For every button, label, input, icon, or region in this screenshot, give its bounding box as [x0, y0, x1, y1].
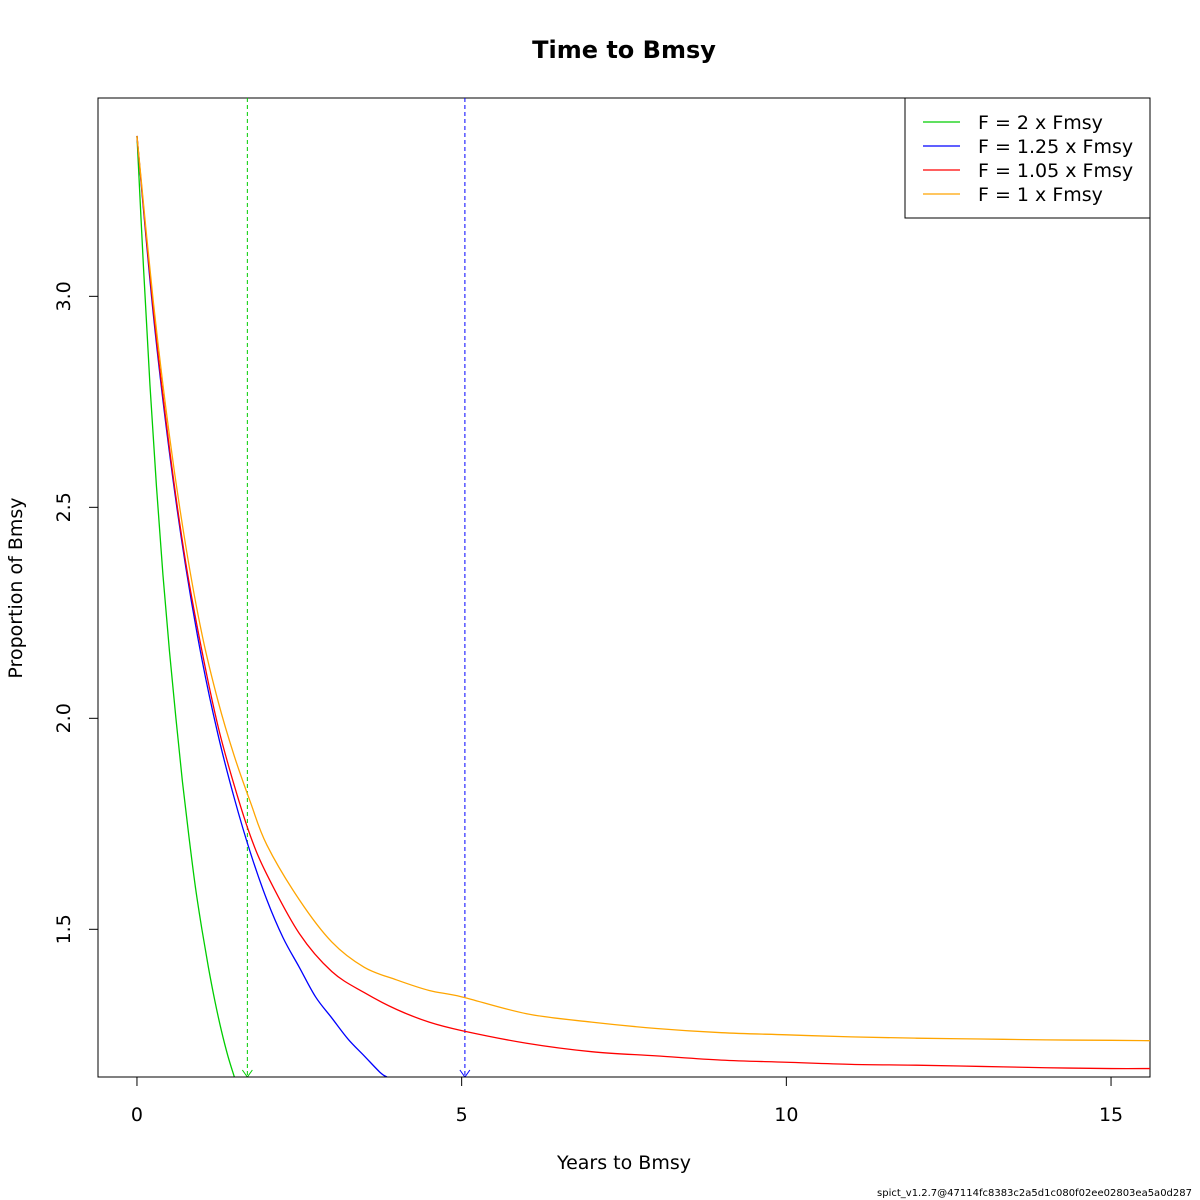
y-tick-label-2: 2.5: [53, 492, 75, 522]
series-line-1: [136, 135, 388, 1077]
y-axis: 1.5 2.0 2.5 3.0: [53, 281, 99, 944]
reference-arrow-1: [459, 1069, 471, 1077]
series-lines: [136, 135, 1150, 1077]
legend-label-1: F = 1.25 x Fmsy: [978, 136, 1133, 158]
y-tick-label-1: 2.0: [53, 703, 75, 733]
series-line-0: [136, 135, 235, 1077]
plot-frame: [97, 97, 1151, 1078]
x-axis: 0 5 10 15: [131, 1076, 1123, 1126]
y-tick-label-3: 3.0: [53, 281, 75, 311]
legend-label-2: F = 1.05 x Fmsy: [978, 160, 1133, 182]
legend-box: [904, 97, 1151, 219]
reference-arrow-0: [241, 1069, 253, 1077]
legend-label-0: F = 2 x Fmsy: [978, 112, 1103, 134]
legend-label-3: F = 1 x Fmsy: [978, 184, 1103, 206]
chart-title: Time to Bmsy: [532, 36, 716, 64]
reference-lines: [241, 98, 471, 1077]
x-tick-label-3: 15: [1099, 1104, 1123, 1126]
y-tick-label-0: 1.5: [53, 914, 75, 944]
x-tick-label-2: 10: [774, 1104, 798, 1126]
x-axis-label: Years to Bmsy: [556, 1152, 691, 1174]
series-line-2: [136, 135, 1150, 1070]
x-tick-label-1: 5: [456, 1104, 468, 1126]
footer-version: spict_v1.2.7@47114fc8383c2a5d1c080f02ee0…: [877, 1188, 1192, 1199]
x-tick-label-0: 0: [131, 1104, 143, 1126]
series-line-3: [136, 135, 1150, 1042]
y-axis-label: Proportion of Bmsy: [5, 497, 27, 678]
